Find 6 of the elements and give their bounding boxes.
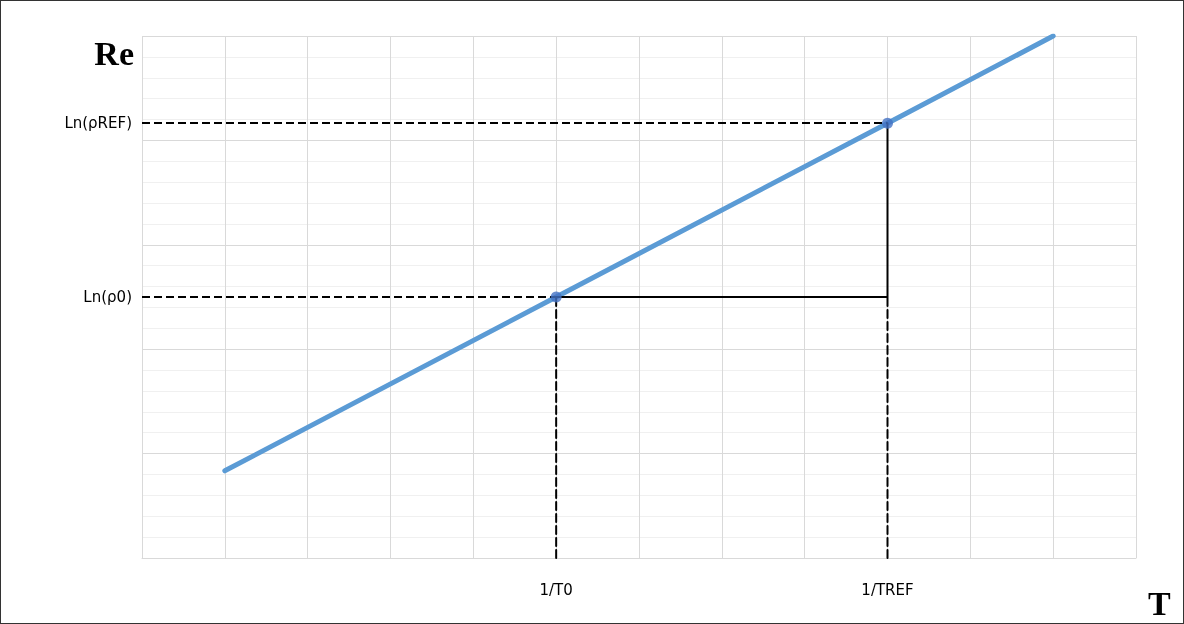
x-axis-title: T	[1148, 584, 1171, 622]
x-tick-label: 1/TREF	[861, 580, 914, 599]
x-tick-label: 1/T0	[539, 580, 573, 599]
ref-line-label: Ln(ρREF)	[64, 114, 132, 133]
ref-line-label: Ln(ρ0)	[83, 288, 132, 306]
y-axis-title: Re	[94, 34, 134, 72]
